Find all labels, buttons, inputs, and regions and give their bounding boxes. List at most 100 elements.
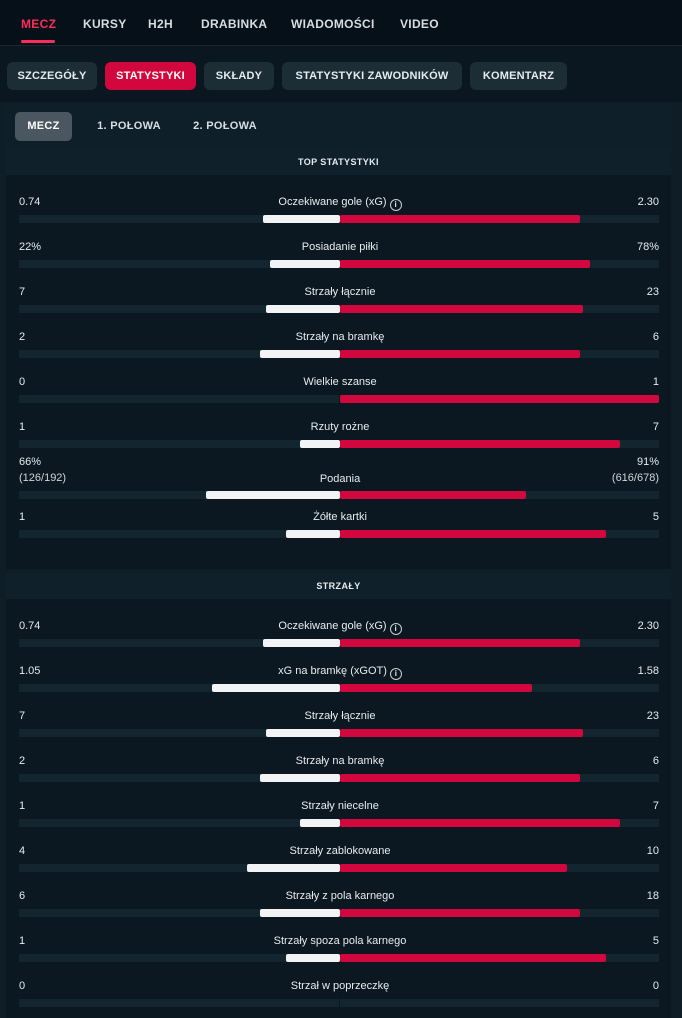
bar-track-home (19, 395, 339, 403)
stat-row: 4 10 Strzały zablokowane (0, 845, 682, 890)
stat-home-value: 1 (19, 421, 26, 433)
info-icon[interactable]: i (389, 199, 402, 211)
bar-away (340, 954, 606, 962)
stat-row: 7 23 Strzały łącznie (0, 710, 682, 755)
bar-track-home (19, 530, 339, 538)
tab-h2h[interactable]: H2H (148, 17, 173, 31)
stat-away-value: 2.30 (637, 196, 659, 208)
stat-row: 1.05 1.58 xG na bramkę (xGOT) i (0, 665, 682, 710)
bar-away (340, 909, 580, 917)
stat-name: Strzały na bramkę (295, 755, 385, 767)
stat-away-value: 91% (636, 456, 659, 468)
bar-track-home (19, 350, 339, 358)
tab-komentarz[interactable]: KOMENTARZ (470, 62, 567, 90)
bar-away (340, 350, 580, 358)
bar-track-home (19, 491, 339, 499)
tab-statystyki[interactable]: STATYSTYKI (105, 62, 196, 90)
stat-home-value: 4 (19, 845, 26, 857)
bar-away (340, 729, 583, 737)
bar-home (263, 215, 340, 223)
tab-mecz[interactable]: MECZ (21, 17, 57, 31)
bar-away (340, 684, 532, 692)
bar-away (340, 305, 583, 313)
stat-name: Żółte kartki (313, 511, 367, 523)
stat-away-value: 1.58 (637, 665, 659, 677)
stat-name: xG na bramkę (xGOT) i (170, 665, 510, 680)
tab-szczegoly[interactable]: SZCZEGÓŁY (7, 62, 97, 90)
bar-away (340, 260, 590, 268)
bar-home (247, 864, 340, 872)
bar-home (260, 909, 340, 917)
bar-away (340, 639, 580, 647)
info-icon[interactable]: i (389, 623, 402, 635)
stat-away-value: 1 (652, 376, 659, 388)
bar-away (340, 530, 606, 538)
bar-track-home (19, 440, 339, 448)
stat-row: 1 7 Rzuty rożne (0, 421, 682, 466)
info-icon[interactable]: i (389, 668, 402, 680)
stat-name: Strzały zablokowane (289, 845, 391, 857)
tab-wiadomosci[interactable]: WIADOMOŚCI (291, 17, 375, 31)
stat-row: 6 18 Strzały z pola karnego (0, 890, 682, 935)
bar-track-home (19, 260, 339, 268)
stat-home-value: 7 (19, 710, 26, 722)
stat-home-value: 0 (19, 980, 26, 992)
bar-away (340, 440, 620, 448)
tab-drabinka[interactable]: DRABINKA (201, 17, 268, 31)
stat-away-value: 6 (652, 755, 659, 767)
stat-away-value: 5 (652, 511, 659, 523)
section-title: TOP STATYSTYKI (6, 149, 671, 175)
stat-away-value: 78% (636, 241, 659, 253)
stat-name: Strzał w poprzeczkę (290, 980, 390, 992)
stat-away-detail: (616/678) (611, 472, 659, 484)
stat-name: Strzały z pola karnego (285, 890, 395, 902)
stat-name: Wielkie szanse (303, 376, 377, 388)
bar-home (286, 530, 340, 538)
tab-sklady[interactable]: SKŁADY (204, 62, 274, 90)
stat-row: 1 5 Żółte kartki (0, 511, 682, 556)
section-title: STRZAŁY (6, 573, 671, 599)
active-tab-indicator (21, 40, 55, 43)
bar-track-home (19, 954, 339, 962)
bar-track-home (19, 639, 339, 647)
tab-statystyki-zawodnikow[interactable]: STATYSTYKI ZAWODNIKÓW (282, 62, 462, 90)
bar-away (340, 491, 526, 499)
tab-period-second-half[interactable]: 2. POŁOWA (193, 120, 257, 132)
bar-track-home (19, 729, 339, 737)
stat-away-value: 10 (646, 845, 659, 857)
stat-name: Strzały niecelne (301, 800, 379, 812)
top-nav: MECZ KURSY H2H DRABINKA WIADOMOŚCI VIDEO (0, 0, 682, 46)
stat-home-value: 0.74 (19, 620, 41, 632)
stat-name: Strzały łącznie (304, 286, 376, 298)
stat-home-value: 7 (19, 286, 26, 298)
sub-nav: SZCZEGÓŁY STATYSTYKI SKŁADY STATYSTYKI Z… (0, 46, 682, 102)
stat-home-value: 1 (19, 800, 26, 812)
stat-row: 0.74 2.30 Oczekiwane gole (xG) i (0, 196, 682, 241)
bar-home (286, 954, 340, 962)
bar-home (266, 305, 340, 313)
stat-away-value: 23 (646, 286, 659, 298)
tab-period-first-half[interactable]: 1. POŁOWA (97, 120, 161, 132)
stat-name: Oczekiwane gole (xG) i (170, 620, 510, 635)
period-tabs: MECZ 1. POŁOWA 2. POŁOWA (6, 104, 671, 148)
stat-home-value: 22% (19, 241, 42, 253)
bar-track-away (340, 999, 659, 1007)
stat-name: Oczekiwane gole (xG) i (170, 196, 510, 211)
stat-name: Posiadanie piłki (301, 241, 379, 253)
tab-kursy[interactable]: KURSY (83, 17, 127, 31)
stat-away-value: 0 (652, 980, 659, 992)
tab-video[interactable]: VIDEO (400, 17, 439, 31)
stat-away-value: 5 (652, 935, 659, 947)
stat-home-detail: (126/192) (19, 472, 67, 484)
stat-away-value: 6 (652, 331, 659, 343)
tab-period-mecz[interactable]: MECZ (15, 112, 72, 141)
stat-name: Strzały spoza pola karnego (273, 935, 407, 947)
bar-track-home (19, 774, 339, 782)
bar-track-home (19, 999, 339, 1007)
stats-section-shots: STRZAŁY (6, 573, 671, 1018)
bar-away (340, 215, 580, 223)
bar-away (340, 395, 659, 403)
stat-row: 1 5 Strzały spoza pola karnego (0, 935, 682, 980)
stat-home-value: 66% (19, 456, 42, 468)
stat-home-value: 1.05 (19, 665, 41, 677)
